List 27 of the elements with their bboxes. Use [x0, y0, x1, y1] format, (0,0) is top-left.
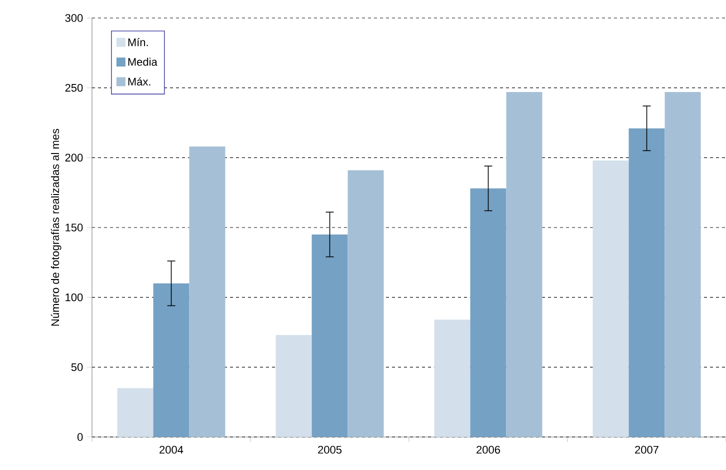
bar [117, 388, 154, 437]
y-tick-label: 100 [66, 293, 83, 302]
bar [189, 146, 226, 437]
bar [276, 335, 312, 437]
bar [348, 170, 384, 437]
legend-label: Media [128, 58, 158, 66]
y-tick-label: 0 [77, 433, 83, 441]
y-tick-label: 300 [65, 14, 83, 22]
y-tick-label: 150 [66, 224, 83, 232]
bar [506, 92, 542, 437]
y-tick-label: 250 [65, 84, 83, 92]
x-tick-label: 2005 [318, 446, 342, 454]
x-tick-label: 2004 [160, 446, 184, 454]
bar [470, 188, 506, 437]
legend-label: Mín. [128, 38, 148, 46]
bar [312, 234, 348, 437]
bar [153, 283, 190, 437]
legend-label: Máx. [128, 77, 150, 86]
y-axis-title: Número de fotografías realizadas al mes [50, 128, 62, 326]
y-tick-label: 50 [71, 363, 83, 372]
x-tick-label: 2007 [635, 446, 658, 454]
bar [628, 128, 665, 437]
bar [434, 320, 470, 437]
x-tick-label: 2006 [476, 446, 500, 454]
bar [664, 92, 701, 437]
y-tick-label: 200 [65, 154, 83, 162]
bar [592, 160, 629, 437]
